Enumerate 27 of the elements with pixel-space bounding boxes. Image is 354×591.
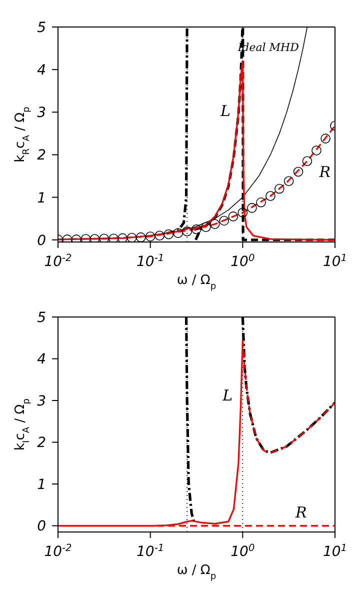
x-tick-label: 10$^{-2}$ [44, 542, 72, 560]
y-tick-label: 1 [37, 476, 46, 493]
annotation: R [294, 504, 307, 522]
x-tick-label: 10$^{0}$ [230, 252, 255, 270]
y-tick-label: 1 [37, 190, 46, 206]
annotation: Ideal MHD [236, 41, 300, 54]
y-tick-label: 3 [37, 105, 46, 122]
x-tick-label: 10$^{-2}$ [44, 252, 72, 270]
x-tick-label: 10$^{-1}$ [136, 252, 164, 270]
annotation: R [318, 163, 330, 181]
x-tick-label: 10$^{-1}$ [136, 542, 164, 560]
y-tick-label: 0 [37, 232, 46, 249]
y-tick-label: 2 [37, 148, 46, 164]
annotation: L [222, 386, 233, 405]
y-tick-label: 2 [37, 435, 46, 452]
x-axis-title: ω / Ω$_{p}$ [176, 273, 216, 292]
y-tick-label: 0 [37, 518, 46, 535]
x-tick-label: 10$^{0}$ [230, 542, 255, 560]
x-tick-label: 10$^{1}$ [322, 252, 348, 270]
x-tick-label: 10$^{1}$ [322, 542, 348, 560]
annotation: L [219, 102, 230, 120]
y-tick-label: 4 [37, 62, 46, 79]
y-tick-label: 5 [37, 310, 46, 326]
x-axis-title: ω / Ω$_{p}$ [176, 563, 216, 582]
y-tick-label: 3 [37, 393, 46, 410]
y-tick-label: 4 [37, 352, 46, 368]
y-tick-label: 5 [37, 20, 46, 36]
